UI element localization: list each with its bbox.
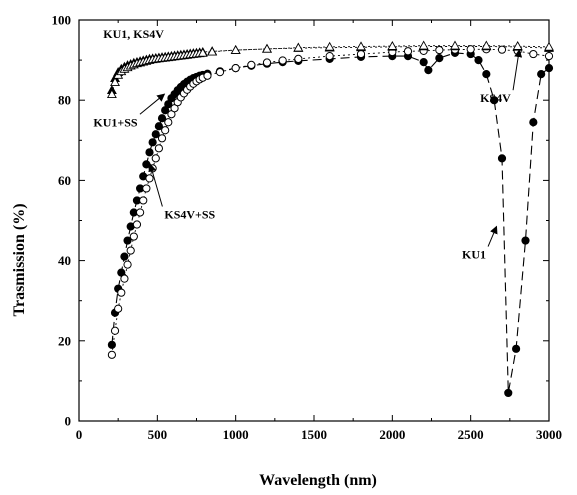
data-point — [356, 41, 366, 51]
annotation-label: KS4V — [480, 91, 511, 105]
data-point — [117, 288, 126, 297]
y-tick-label: 60 — [58, 173, 71, 188]
y-axis-title: Trasmission (%) — [11, 203, 28, 316]
data-point — [126, 246, 135, 255]
annotation-label: KU1 — [462, 248, 486, 262]
data-point — [521, 236, 530, 245]
data-point — [466, 45, 475, 54]
data-point — [435, 53, 444, 63]
plot-area: 0 500 1000 1500 2000 2500 3000 0 20 40 60 80 100 KU1,… — [52, 13, 563, 443]
data-point — [129, 232, 138, 241]
data-point — [107, 340, 117, 349]
data-point — [110, 77, 120, 86]
data-point — [529, 49, 538, 59]
data-point — [544, 51, 554, 61]
data-point — [230, 44, 241, 54]
data-point — [418, 40, 429, 50]
data-point — [262, 43, 272, 53]
y-tick-label: 40 — [58, 253, 71, 268]
data-point — [136, 208, 145, 217]
data-point — [419, 58, 428, 67]
annotation-label: KU1, KS4V — [103, 27, 164, 41]
x-axis-title: Wavelength (nm) — [259, 472, 377, 489]
data-point — [231, 64, 240, 73]
data-point — [435, 45, 444, 55]
data-point — [294, 54, 303, 63]
data-point — [482, 70, 491, 79]
data-point — [544, 64, 554, 73]
data-point — [151, 154, 160, 163]
data-point — [203, 71, 212, 80]
data-point — [142, 184, 151, 193]
data-point — [324, 41, 335, 51]
data-point — [481, 40, 492, 50]
data-point — [123, 260, 132, 269]
data-point — [139, 196, 148, 205]
data-point — [356, 49, 366, 59]
data-point — [107, 350, 117, 359]
y-tick-label: 0 — [65, 414, 72, 429]
x-tick-label: 2500 — [458, 427, 484, 442]
data-point — [106, 89, 117, 98]
data-point — [145, 148, 154, 157]
annotation-label: KS4V+SS — [164, 207, 215, 221]
x-tick-label: 1000 — [223, 427, 249, 442]
data-point — [154, 122, 163, 131]
data-point — [161, 126, 170, 135]
data-point — [403, 47, 413, 56]
data-point — [325, 51, 334, 61]
data-point — [262, 58, 272, 67]
data-point — [164, 118, 173, 127]
x-tick-label: 2000 — [379, 427, 405, 442]
data-point — [215, 68, 225, 77]
x-tick-label: 0 — [76, 427, 83, 442]
data-point — [157, 134, 167, 143]
data-point — [504, 388, 513, 398]
data-point — [490, 96, 499, 105]
annotation-arrow — [487, 225, 498, 247]
data-point — [247, 60, 256, 70]
data-point — [110, 326, 120, 335]
x-tick-label: 3000 — [536, 427, 562, 442]
y-tick-label: 100 — [52, 13, 72, 28]
annotation-arrow — [139, 93, 166, 115]
annotation-arrow — [148, 163, 163, 207]
data-point — [278, 56, 287, 65]
data-point — [529, 118, 538, 127]
data-point — [132, 220, 142, 229]
data-point — [387, 40, 398, 50]
data-point — [497, 45, 507, 54]
data-point — [151, 130, 160, 139]
data-point — [512, 344, 521, 353]
y-tick-label: 20 — [58, 333, 71, 348]
data-point — [114, 304, 123, 313]
data-point — [154, 144, 163, 153]
data-point — [148, 138, 157, 147]
y-tick-label: 80 — [58, 93, 71, 108]
data-point — [544, 41, 554, 51]
data-point — [120, 274, 129, 283]
data-point — [537, 70, 546, 79]
annotation-arrow — [512, 49, 523, 91]
data-point — [123, 236, 132, 245]
x-tick-label: 1500 — [301, 427, 327, 442]
data-point — [207, 46, 218, 56]
data-point — [293, 42, 304, 52]
annotation-label: KU1+SS — [93, 115, 138, 129]
data-point — [145, 174, 154, 183]
data-point — [474, 56, 483, 65]
series-line-3 — [111, 45, 550, 95]
x-tick-label: 500 — [148, 427, 168, 442]
data-point — [497, 154, 507, 163]
data-point — [450, 40, 460, 50]
data-point — [157, 114, 167, 123]
data-point — [424, 66, 433, 75]
data-point — [120, 252, 129, 261]
plot-frame — [78, 19, 550, 422]
data-point — [197, 47, 208, 57]
